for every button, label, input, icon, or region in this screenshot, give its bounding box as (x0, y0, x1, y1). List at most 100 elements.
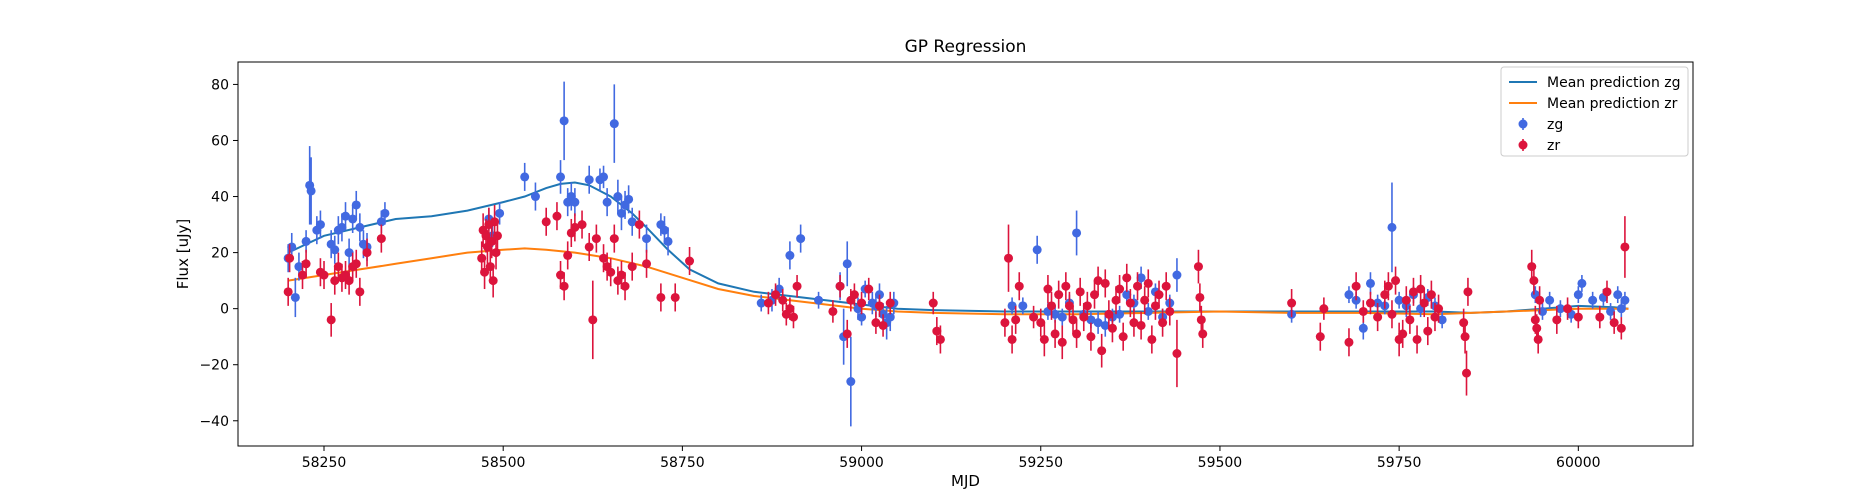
legend-marker-swatch (1518, 119, 1528, 129)
data-point (1391, 276, 1401, 286)
axes-frame (237, 61, 1694, 447)
data-point (376, 234, 386, 244)
data-point (1195, 292, 1205, 302)
data-point (315, 220, 325, 230)
data-point (355, 287, 365, 297)
data-point (556, 172, 566, 182)
data-point (520, 172, 530, 182)
data-point (570, 197, 580, 207)
y-tick-label: 0 (220, 302, 229, 318)
data-point (1573, 290, 1583, 300)
data-point (1115, 284, 1125, 294)
data-point (1014, 281, 1024, 291)
data-point (1430, 312, 1440, 322)
data-point (1122, 290, 1132, 300)
data-point (785, 250, 795, 260)
legend-label: zr (1547, 138, 1560, 154)
data-point (1061, 281, 1071, 291)
data-point (591, 234, 601, 244)
data-point (685, 256, 695, 266)
data-point (1082, 301, 1092, 311)
data-point (871, 318, 881, 328)
data-point (1011, 315, 1021, 325)
chart-title: GP Regression (905, 37, 1027, 57)
data-point (1613, 290, 1623, 300)
data-point (778, 295, 788, 305)
data-point (1545, 295, 1555, 305)
data-point (1595, 312, 1605, 322)
data-point (301, 236, 311, 246)
data-point (609, 234, 619, 244)
data-point (828, 306, 838, 316)
data-point (1529, 276, 1539, 286)
data-point (634, 220, 644, 230)
data-point (283, 287, 293, 297)
data-point (492, 231, 502, 241)
data-point (857, 312, 867, 322)
data-point (663, 236, 673, 246)
data-point (491, 248, 501, 258)
legend-label: Mean prediction zg (1547, 75, 1681, 91)
data-point (1093, 276, 1103, 286)
x-tick-label: 59000 (839, 455, 884, 471)
data-point (487, 236, 497, 246)
data-point (1172, 349, 1182, 359)
data-point (1161, 281, 1171, 291)
data-point (1533, 334, 1543, 344)
data-point (552, 211, 562, 221)
data-point (1100, 320, 1110, 330)
data-point (1079, 312, 1089, 322)
data-point (1555, 304, 1565, 314)
data-point (1358, 306, 1368, 316)
data-point (1383, 281, 1393, 291)
data-point (606, 267, 616, 277)
data-point (1122, 273, 1132, 283)
plot-area (283, 81, 1630, 427)
data-point (1158, 318, 1168, 328)
data-point (1043, 284, 1053, 294)
data-point (1032, 245, 1042, 255)
data-point (570, 222, 580, 232)
data-point (559, 116, 569, 126)
data-point (330, 276, 340, 286)
data-point (1344, 290, 1354, 300)
y-tick-label: 40 (211, 190, 229, 206)
y-tick-label: 20 (211, 246, 229, 262)
data-point (1193, 262, 1203, 272)
data-point (1380, 290, 1390, 300)
data-point (627, 262, 637, 272)
data-point (613, 192, 623, 202)
data-point (1057, 312, 1067, 322)
data-point (1535, 295, 1545, 305)
data-point (1143, 278, 1153, 288)
data-point (1609, 318, 1619, 328)
data-point (326, 315, 336, 325)
data-point (1460, 332, 1470, 342)
data-point (620, 281, 630, 291)
y-tick-label: 80 (211, 77, 229, 93)
data-point (584, 175, 594, 185)
data-point (1358, 323, 1368, 333)
legend-marker-swatch (1518, 140, 1528, 150)
data-point (376, 217, 386, 227)
data-point (348, 214, 358, 224)
data-point (835, 281, 845, 291)
data-point (1365, 298, 1375, 308)
data-point (796, 234, 806, 244)
data-point (556, 270, 566, 280)
data-point (1054, 290, 1064, 300)
data-point (885, 312, 895, 322)
data-point (1050, 309, 1060, 319)
data-point (559, 281, 569, 291)
data-point (294, 262, 304, 272)
data-point (333, 262, 343, 272)
data-point (1050, 329, 1060, 339)
x-tick-label: 59500 (1198, 455, 1243, 471)
data-point (1463, 287, 1473, 297)
data-point (495, 208, 505, 218)
data-point (1090, 290, 1100, 300)
data-point (488, 276, 498, 286)
legend: Mean prediction zg Mean prediction zr zg zr (1500, 66, 1689, 157)
data-point (1319, 304, 1329, 314)
